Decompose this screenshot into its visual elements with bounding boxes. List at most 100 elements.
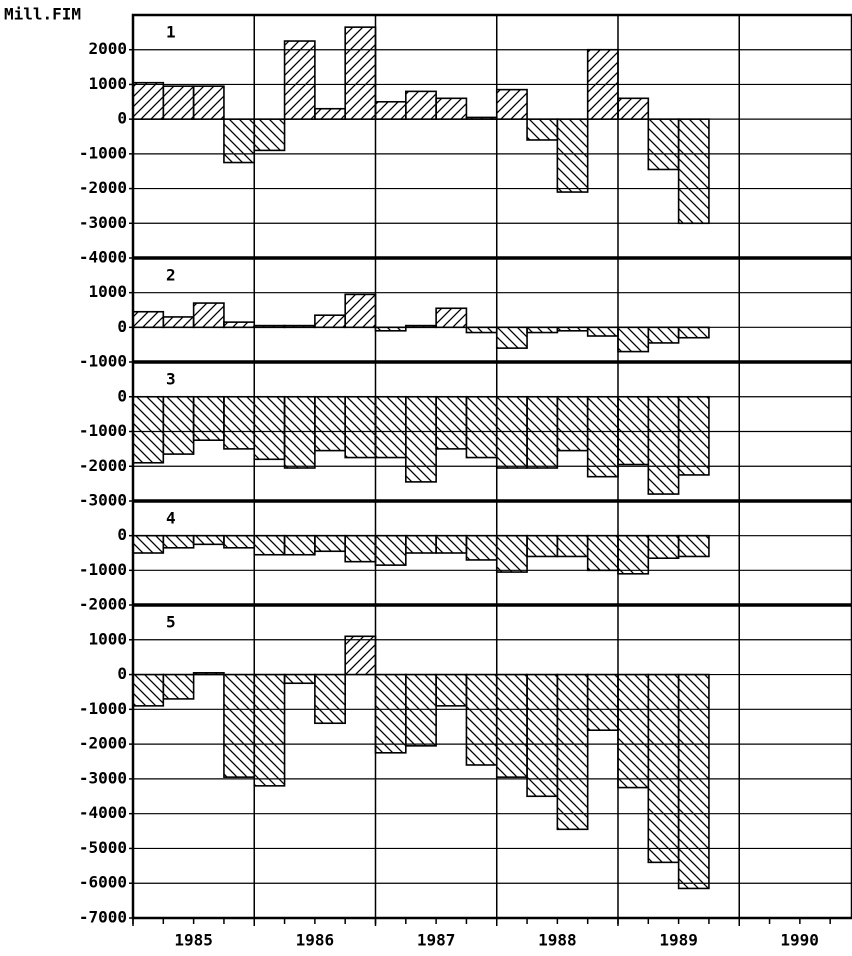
x-tick-label: 1989 — [659, 931, 698, 950]
bar — [586, 534, 619, 572]
bar — [162, 673, 195, 700]
bar — [617, 534, 650, 575]
bar — [586, 48, 619, 120]
y-tick-label: 1000 — [88, 629, 127, 648]
bar — [495, 534, 528, 573]
bar — [647, 395, 680, 495]
bar — [465, 395, 498, 459]
bar — [223, 395, 256, 450]
bar — [132, 81, 165, 120]
bar — [283, 40, 316, 120]
bar — [344, 395, 377, 459]
y-tick-label: -2000 — [79, 734, 127, 753]
y-tick-label: -2000 — [79, 178, 127, 197]
bar — [556, 673, 589, 831]
panel-label: 2 — [166, 266, 176, 285]
bar — [647, 118, 680, 171]
y-tick-label: 0 — [117, 109, 127, 128]
x-tick-label: 1987 — [417, 931, 456, 950]
panel-label: 3 — [166, 370, 176, 389]
bar — [162, 316, 195, 329]
bar — [283, 395, 316, 469]
bar — [253, 118, 286, 152]
bar — [283, 324, 316, 329]
bar — [344, 26, 377, 120]
bar — [465, 673, 498, 766]
bar — [314, 314, 346, 329]
bar — [192, 302, 225, 329]
bar — [526, 326, 559, 334]
bar — [465, 116, 498, 120]
bar — [435, 673, 468, 707]
y-tick-label: -1000 — [79, 699, 127, 718]
bar — [344, 293, 377, 329]
bar — [405, 534, 437, 554]
bar — [374, 395, 407, 459]
bar — [586, 326, 619, 337]
bar — [223, 534, 256, 549]
bar — [617, 97, 650, 120]
bar — [405, 90, 437, 120]
y-tick-label: 0 — [117, 386, 127, 405]
bar — [647, 326, 680, 344]
y-tick-label: -3000 — [79, 213, 127, 232]
bar — [192, 395, 225, 441]
bar — [617, 673, 650, 789]
y-tick-label: -1000 — [79, 421, 127, 440]
bar — [192, 85, 225, 120]
bar — [253, 395, 286, 461]
y-tick-label: -1000 — [79, 560, 127, 579]
bar — [677, 534, 710, 558]
bar — [314, 673, 346, 725]
y-tick-label: -7000 — [79, 908, 127, 927]
y-tick-label: -3000 — [79, 491, 127, 510]
y-tick-label: 2000 — [88, 39, 127, 58]
bar — [192, 534, 225, 546]
bar — [374, 100, 407, 120]
y-tick-label: -1000 — [79, 143, 127, 162]
bar — [405, 395, 437, 483]
y-tick-label: -4000 — [79, 248, 127, 267]
bar — [677, 673, 710, 890]
bar — [162, 534, 195, 549]
x-tick-label: 1990 — [780, 931, 819, 950]
bar — [132, 395, 165, 464]
y-tick-label: 0 — [117, 317, 127, 336]
y-tick-label: -2000 — [79, 456, 127, 475]
bar — [405, 673, 437, 747]
bar — [556, 534, 589, 558]
bar — [495, 395, 528, 469]
bar — [344, 534, 377, 563]
bar — [526, 395, 559, 469]
bar — [556, 395, 589, 452]
bar — [495, 88, 528, 120]
x-tick-label: 1986 — [296, 931, 335, 950]
bar — [586, 673, 619, 731]
bar — [526, 534, 559, 558]
bar — [374, 534, 407, 566]
y-tick-label: -2000 — [79, 595, 127, 614]
bar — [314, 107, 346, 120]
bar — [647, 673, 680, 864]
bar — [344, 635, 377, 676]
bar — [314, 395, 346, 452]
bar — [647, 534, 680, 560]
bar — [132, 310, 165, 329]
bar — [526, 673, 559, 798]
bar — [435, 534, 468, 554]
x-tick-label: 1985 — [174, 931, 213, 950]
y-tick-label: 0 — [117, 525, 127, 544]
y-axis-label: Mill.FIM — [4, 5, 81, 24]
bar — [283, 534, 316, 556]
y-tick-label: -4000 — [79, 803, 127, 822]
y-tick-label: 0 — [117, 664, 127, 683]
bar — [495, 673, 528, 778]
bar — [192, 672, 225, 676]
y-tick-label: -3000 — [79, 768, 127, 787]
bar — [223, 321, 256, 329]
bar — [435, 97, 468, 120]
plot-frame — [131, 13, 852, 920]
bar — [253, 324, 286, 329]
